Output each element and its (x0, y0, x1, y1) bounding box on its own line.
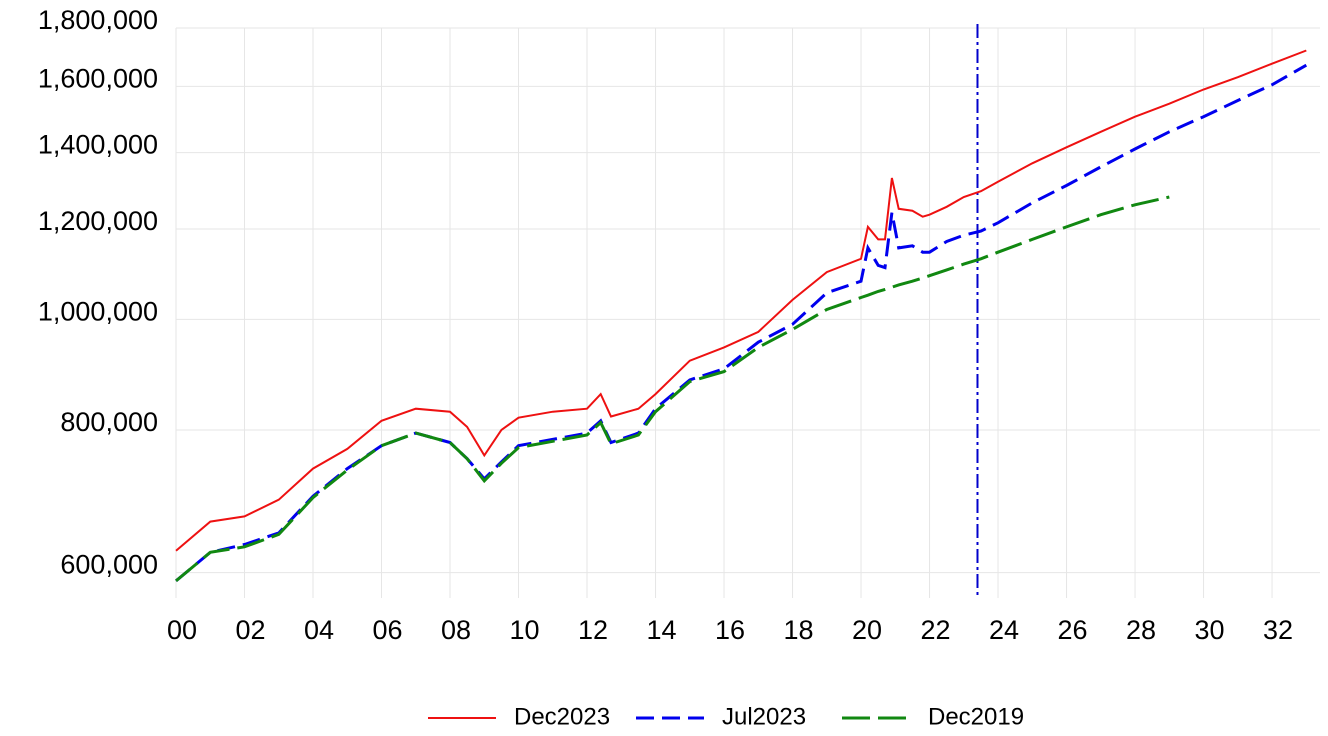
series-line (175, 195, 1170, 583)
y-tick-label: 1,800,000 (38, 5, 158, 35)
series-line (175, 63, 1308, 583)
x-tick-label: 06 (372, 615, 402, 645)
x-tick-label: 12 (578, 615, 608, 645)
legend-label: Dec2023 (514, 703, 610, 730)
x-tick-label: 26 (1058, 615, 1088, 645)
y-tick-label: 600,000 (60, 550, 158, 580)
legend-label: Jul2023 (722, 703, 806, 730)
x-tick-label: 24 (989, 615, 1019, 645)
series-line (175, 49, 1307, 552)
x-tick-label: 32 (1263, 615, 1293, 645)
x-tick-label: 14 (646, 615, 676, 645)
x-tick-label: 18 (784, 615, 814, 645)
x-tick-label: 08 (441, 615, 471, 645)
x-tick-label: 16 (715, 615, 745, 645)
y-tick-label: 800,000 (60, 407, 158, 437)
x-tick-label: 02 (235, 615, 265, 645)
y-tick-label: 1,000,000 (38, 296, 158, 326)
legend-label: Dec2019 (928, 703, 1024, 730)
y-tick-label: 1,200,000 (38, 206, 158, 236)
x-tick-label: 20 (852, 615, 882, 645)
x-tick-label: 30 (1195, 615, 1225, 645)
x-tick-label: 00 (167, 615, 197, 645)
x-tick-label: 10 (509, 615, 539, 645)
x-tick-label: 22 (921, 615, 951, 645)
y-tick-label: 1,600,000 (38, 64, 158, 94)
x-tick-label: 28 (1126, 615, 1156, 645)
x-tick-label: 04 (304, 615, 334, 645)
y-tick-label: 1,400,000 (38, 130, 158, 160)
